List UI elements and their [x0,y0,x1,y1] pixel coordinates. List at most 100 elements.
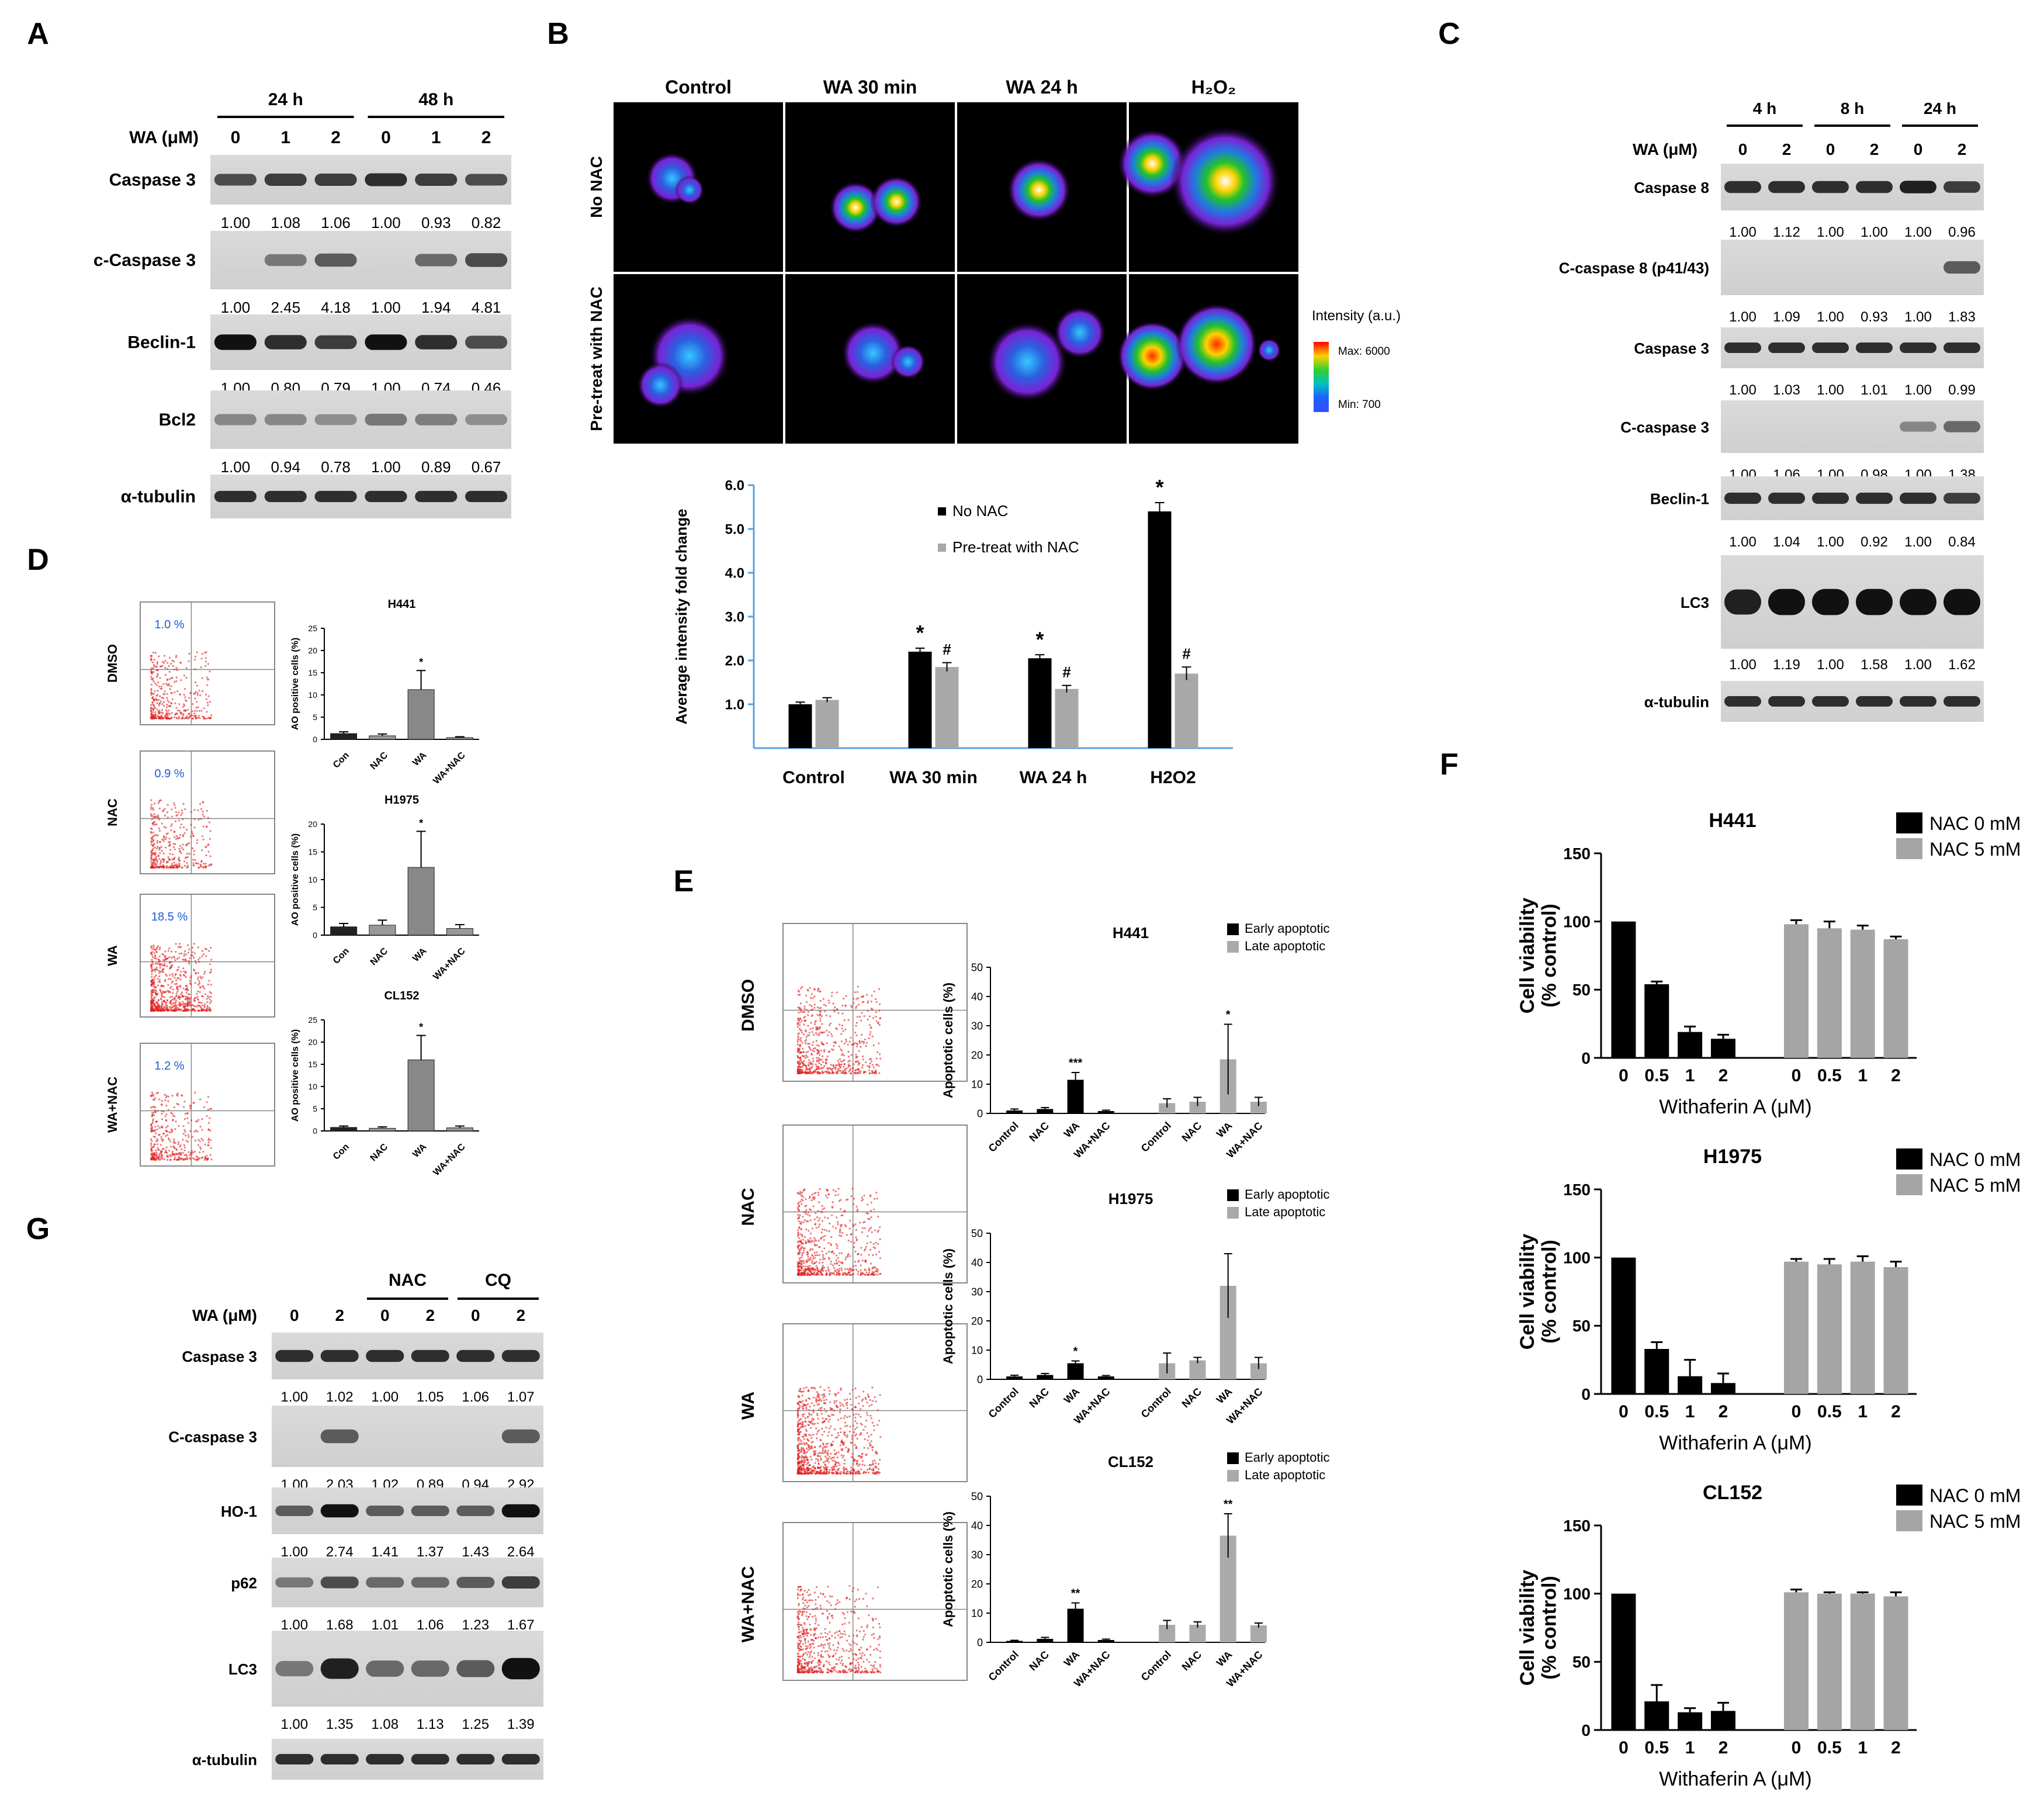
event-dot [182,705,184,708]
event-dot [806,1213,809,1216]
quant-value: 1.00 [1904,657,1932,673]
quant-value: 4.81 [472,299,501,316]
event-dot [805,994,807,997]
event-dot [829,1272,831,1274]
bar [446,737,473,740]
event-dot [189,1001,191,1004]
event-dot [806,1034,809,1037]
event-dot [193,710,196,712]
event-dot [168,1006,171,1008]
blot-a-0-membrane [210,155,511,205]
event-dot [158,827,161,830]
bar [446,1127,473,1132]
event-dot [180,1158,182,1161]
event-dot [151,1094,153,1096]
event-dot [159,946,161,949]
event-dot [868,1271,871,1274]
event-dot [823,1394,825,1396]
event-dot [205,948,208,950]
event-dot [829,1663,831,1666]
event-dot [877,1468,880,1470]
event-dot [822,1072,824,1074]
event-dot [805,1459,808,1461]
event-dot [195,962,198,964]
event-dot [182,843,184,846]
event-dot [872,1044,875,1047]
event-dot [796,1421,799,1424]
event-dot [803,1456,805,1458]
event-dot [175,655,178,657]
blot-a-0-band [314,174,357,186]
event-dot [210,1000,213,1002]
event-dot [192,1004,195,1007]
event-dot [855,1005,858,1008]
event-dot [201,677,203,679]
event-dot [824,1460,827,1463]
event-dot [206,684,209,686]
event-dot [827,1431,830,1433]
x-tick-label: WA [411,1141,429,1160]
event-dot [196,1130,199,1133]
event-dot [817,1201,820,1203]
event-dot [868,1015,871,1018]
event-dot [162,852,165,854]
event-dot [833,1189,835,1191]
event-dot [187,944,189,946]
event-dot [818,1010,821,1012]
event-dot [870,1417,873,1420]
event-dot [867,1065,869,1067]
event-dot [173,866,175,869]
event-dot [847,1056,850,1058]
event-dot [809,1274,811,1276]
event-dot [840,1235,843,1237]
event-dot [160,1151,162,1153]
event-dot [796,1615,799,1617]
event-dot [834,1194,837,1196]
event-dot [803,1590,806,1592]
quant-value: 1.00 [1729,657,1757,673]
event-dot [873,1424,875,1427]
event-dot [167,1095,169,1098]
panel-letter-e: E [674,864,694,898]
event-dot [826,1272,828,1275]
event-dot [864,1464,866,1466]
event-dot [169,1155,172,1157]
event-dot [817,1240,820,1242]
event-dot [839,1402,841,1404]
event-dot [182,717,184,719]
x-tick-label: NAC [369,1141,390,1163]
bar [788,704,812,748]
event-dot [813,1469,816,1472]
event-dot [799,987,802,989]
event-dot [158,970,160,972]
event-dot [861,1453,863,1455]
event-dot [196,710,198,712]
event-dot [155,834,157,836]
event-dot [166,693,168,695]
event-dot [155,1120,158,1123]
event-dot [179,693,181,696]
event-dot [834,1437,837,1439]
event-dot [183,1149,186,1151]
event-dot [850,1054,853,1056]
quant-value: 1.58 [1861,657,1888,673]
event-dot [161,1112,163,1115]
event-dot [856,1045,858,1047]
event-dot [812,1196,815,1198]
event-dot [808,1240,811,1242]
event-dot [812,1070,815,1073]
event-dot [833,1267,835,1269]
event-dot [802,1221,805,1223]
event-dot [865,1042,868,1044]
event-dot [808,1047,811,1049]
blot-label: c-Caspase 3 [93,251,196,270]
event-dot [855,1445,857,1448]
event-dot [799,1056,802,1058]
event-dot [181,847,183,849]
event-dot [178,715,180,718]
event-dot [869,1226,872,1229]
event-dot [190,1151,193,1154]
event-dot [158,840,161,843]
event-dot [157,1009,160,1011]
event-dot [824,1455,827,1458]
